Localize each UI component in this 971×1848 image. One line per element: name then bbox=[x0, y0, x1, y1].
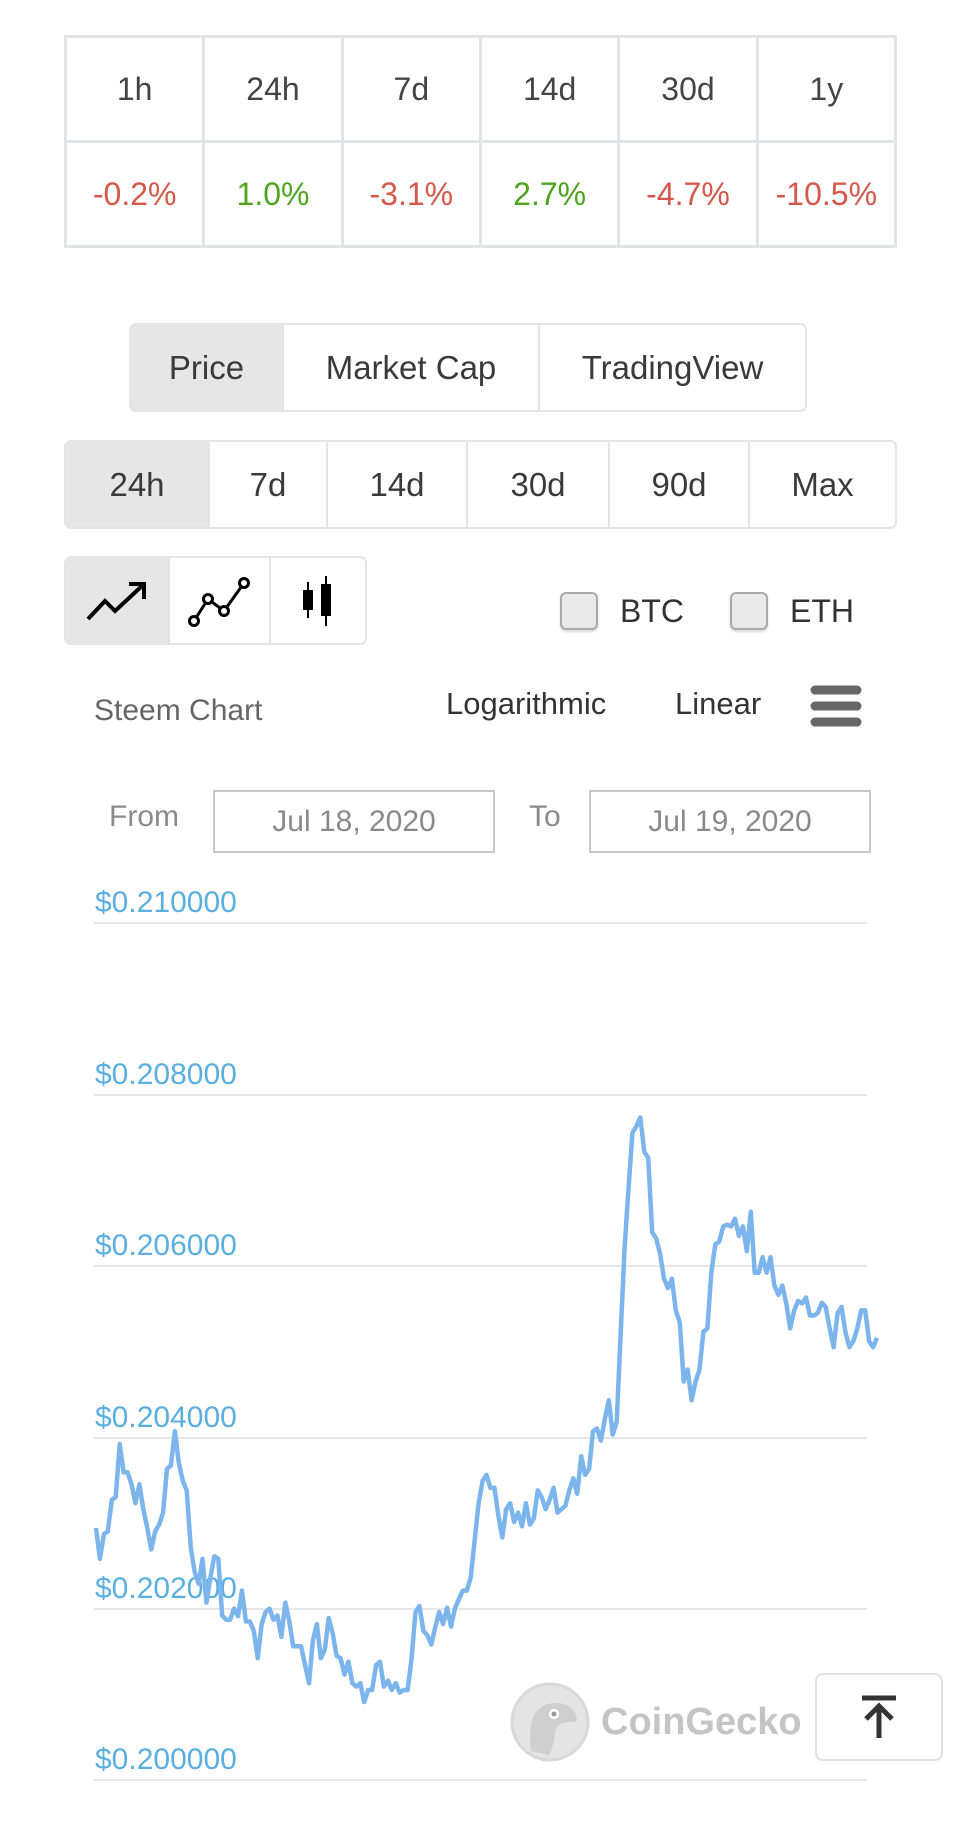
tab-tradingview[interactable]: TradingView bbox=[538, 325, 805, 410]
range-tabs: 24h 7d 14d 30d 90d Max bbox=[64, 440, 897, 529]
coingecko-watermark: CoinGecko bbox=[509, 1680, 809, 1764]
range-14d[interactable]: 14d bbox=[326, 442, 466, 527]
y-tick-label: $0.206000 bbox=[95, 1229, 237, 1262]
scroll-to-top-button[interactable] bbox=[815, 1673, 943, 1761]
line-markers-chart-button[interactable] bbox=[168, 558, 269, 643]
change-row: -0.2% 1.0% -3.1% 2.7% -4.7% -10.5% bbox=[63, 140, 898, 248]
gridline bbox=[94, 1779, 867, 1781]
chart-tabs: Price Market Cap TradingView bbox=[129, 323, 807, 412]
to-date-input[interactable]: Jul 19, 2020 bbox=[589, 790, 871, 853]
price-change-table: 1h 24h 7d 14d 30d 1y -0.2% 1.0% -3.1% 2.… bbox=[63, 35, 898, 248]
line-trend-icon bbox=[86, 581, 146, 620]
candlestick-icon bbox=[303, 575, 331, 626]
y-tick-label: $0.208000 bbox=[95, 1058, 237, 1091]
period-30d: 30d bbox=[617, 35, 759, 143]
period-row: 1h 24h 7d 14d 30d 1y bbox=[63, 35, 898, 143]
y-tick-label: $0.202000 bbox=[95, 1572, 237, 1605]
y-tick-label: $0.200000 bbox=[95, 1743, 237, 1776]
range-max[interactable]: Max bbox=[748, 442, 895, 527]
gridline bbox=[94, 1437, 867, 1439]
linear-button[interactable]: Linear bbox=[675, 686, 762, 721]
candlestick-chart-button[interactable] bbox=[269, 558, 365, 643]
gridline bbox=[94, 1265, 867, 1267]
price-series-line bbox=[93, 1115, 880, 1705]
btc-label[interactable]: BTC bbox=[620, 593, 684, 629]
from-label: From bbox=[109, 800, 179, 833]
y-tick-label: $0.210000 bbox=[95, 886, 237, 919]
coingecko-logo-icon bbox=[510, 1682, 590, 1762]
eth-label[interactable]: ETH bbox=[790, 593, 854, 629]
gridline bbox=[94, 1608, 867, 1610]
period-1h: 1h bbox=[63, 35, 206, 143]
change-7d: -3.1% bbox=[340, 140, 482, 248]
tab-market-cap[interactable]: Market Cap bbox=[282, 325, 538, 410]
change-24h: 1.0% bbox=[202, 140, 344, 248]
btc-checkbox[interactable] bbox=[560, 592, 598, 630]
range-24h[interactable]: 24h bbox=[66, 442, 208, 527]
chart-menu-button[interactable] bbox=[810, 684, 862, 728]
line-chart-button[interactable] bbox=[66, 558, 168, 643]
y-tick-label: $0.204000 bbox=[95, 1401, 237, 1434]
period-7d: 7d bbox=[340, 35, 482, 143]
period-24h: 24h bbox=[202, 35, 344, 143]
range-90d[interactable]: 90d bbox=[608, 442, 748, 527]
arrow-up-to-top-icon bbox=[862, 1695, 896, 1738]
period-1y: 1y bbox=[755, 35, 898, 143]
range-7d[interactable]: 7d bbox=[208, 442, 326, 527]
change-14d: 2.7% bbox=[478, 140, 621, 248]
tab-price[interactable]: Price bbox=[131, 325, 282, 410]
from-date-input[interactable]: Jul 18, 2020 bbox=[213, 790, 495, 853]
logarithmic-button[interactable]: Logarithmic bbox=[446, 686, 607, 721]
gridline bbox=[94, 1094, 867, 1096]
change-1h: -0.2% bbox=[63, 140, 206, 248]
hamburger-icon bbox=[810, 685, 862, 727]
chart-style-buttons bbox=[64, 556, 367, 645]
chart-title: Steem Chart bbox=[94, 694, 263, 727]
range-30d[interactable]: 30d bbox=[466, 442, 608, 527]
gridline bbox=[94, 922, 867, 924]
change-30d: -4.7% bbox=[617, 140, 759, 248]
line-markers-icon bbox=[187, 576, 250, 627]
eth-checkbox[interactable] bbox=[730, 592, 768, 630]
to-label: To bbox=[529, 800, 561, 833]
change-1y: -10.5% bbox=[755, 140, 898, 248]
watermark-text: CoinGecko bbox=[601, 1700, 802, 1743]
period-14d: 14d bbox=[478, 35, 621, 143]
